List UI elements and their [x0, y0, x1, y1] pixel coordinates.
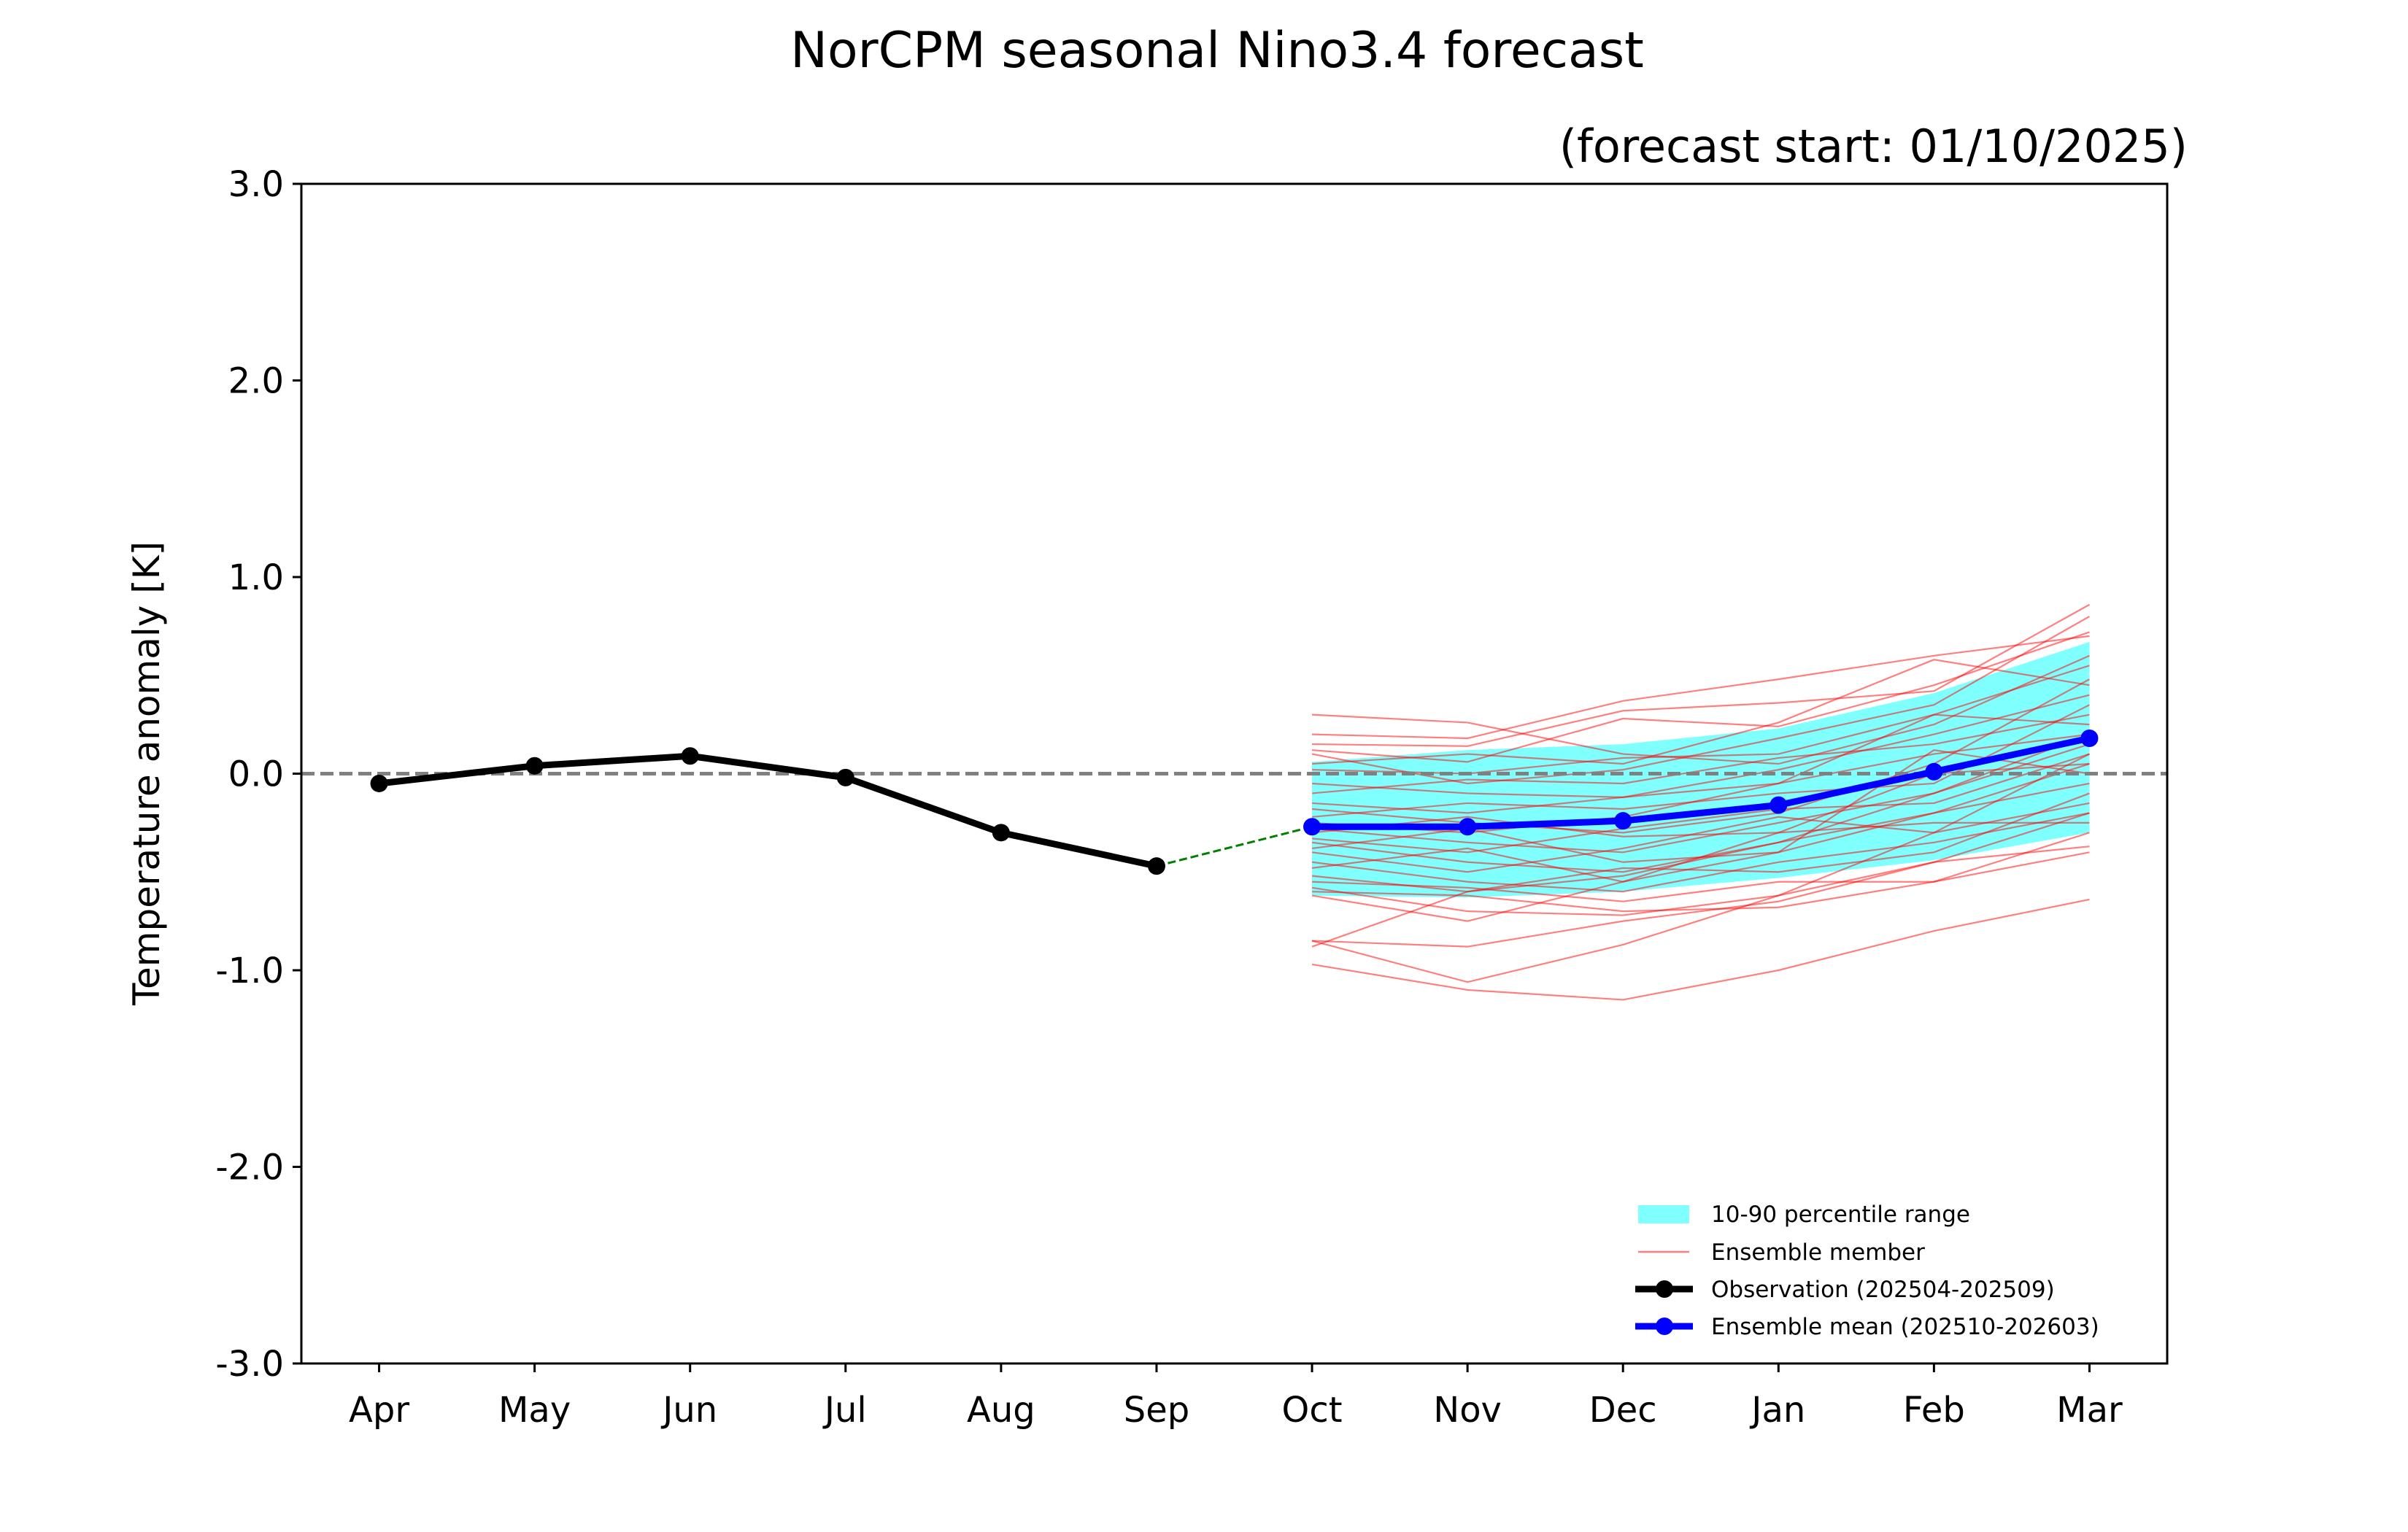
- x-tick-label: Jul: [822, 1390, 867, 1431]
- y-tick-label: 1.0: [228, 557, 284, 598]
- ensemble-member-line: [1311, 792, 2090, 893]
- observation-point: [525, 757, 544, 775]
- ensemble-member-line: [1311, 762, 2090, 922]
- observation-point: [1147, 857, 1165, 875]
- x-tick-label: May: [498, 1390, 571, 1431]
- ensemble-mean-point: [1459, 818, 1477, 836]
- x-tick-label: Mar: [2056, 1390, 2123, 1431]
- y-tick-label: -2.0: [215, 1148, 284, 1188]
- legend-swatch-percentile: [1638, 1205, 1689, 1223]
- x-tick-label: Nov: [1433, 1390, 1502, 1431]
- x-tick-label: Feb: [1903, 1390, 1965, 1431]
- y-tick-label: 2.0: [228, 361, 284, 402]
- legend: 10-90 percentile range Ensemble member Obs…: [1635, 1202, 2099, 1340]
- ensemble-member-line: [1311, 753, 2090, 983]
- legend-marker-ensemble-mean: [1656, 1318, 1673, 1335]
- legend-label: Observation (202504-202509): [1711, 1277, 2055, 1303]
- observation-line: [379, 752, 1157, 870]
- ensemble-member-line: [1311, 615, 2091, 785]
- y-tick-label: 0.0: [228, 754, 284, 795]
- y-tick-label: 3.0: [228, 164, 284, 205]
- ensemble-member-line: [1311, 733, 2090, 948]
- x-tick-label: Dec: [1589, 1390, 1657, 1431]
- legend-label: Ensemble mean (202510-202603): [1711, 1314, 2099, 1340]
- observation-point: [370, 774, 388, 792]
- ensemble-member-line: [1311, 678, 2090, 834]
- ensemble-member-line: [1311, 743, 2090, 854]
- axes: 3.0 2.0 1.0 0.0 -1.0 -2.0 -3.0 Apr May Jun Jul Aug S…: [215, 164, 2169, 1431]
- ensemble-member-line: [1311, 846, 2090, 916]
- ensemble-member-line: [1312, 851, 2090, 913]
- ensemble-member-line: [1312, 635, 2090, 740]
- chart-subtitle: (forecast start: 01/10/2025): [1559, 120, 2188, 173]
- legend-label: 10-90 percentile range: [1711, 1202, 1970, 1228]
- legend-label: Ensemble member: [1711, 1239, 1925, 1266]
- ensemble-member-line: [1311, 812, 2090, 893]
- ensemble-member-line: [1311, 821, 2090, 883]
- x-tick-label: Apr: [349, 1390, 409, 1431]
- ensemble-mean-point: [1925, 762, 1943, 781]
- ensemble-member-line: [1311, 713, 2090, 794]
- observation-point: [681, 747, 699, 765]
- ensemble-mean-point: [1614, 812, 1632, 830]
- y-axis-label: Temperature anomaly [K]: [126, 541, 168, 1006]
- plot-area: [301, 603, 2167, 1001]
- ensemble-member-line: [1311, 704, 2090, 818]
- ensemble-member-line: [1311, 733, 2090, 834]
- legend-marker-observation: [1656, 1280, 1673, 1298]
- observation-point: [836, 768, 854, 786]
- y-tick-label: -3.0: [215, 1344, 284, 1385]
- ensemble-mean-line: [1312, 735, 2091, 830]
- ensemble-mean-point: [1303, 818, 1321, 836]
- ensemble-member-line: [1311, 832, 2090, 902]
- ensemble-member-line: [1311, 694, 2090, 798]
- ensemble-member-line: [1311, 654, 2090, 765]
- ensemble-member-line: [1311, 631, 2090, 763]
- forecast-connector-line: [1156, 825, 1313, 867]
- observation-point: [992, 824, 1010, 842]
- x-tick-label: Oct: [1282, 1390, 1343, 1431]
- x-tick-label: Jun: [660, 1390, 717, 1431]
- y-tick-label: -1.0: [215, 951, 284, 991]
- ensemble-mean-point: [1770, 796, 1788, 814]
- chart-title: NorCPM seasonal Nino3.4 forecast: [790, 22, 1644, 80]
- x-tick-label: Aug: [967, 1390, 1035, 1431]
- ensemble-member-line: [1311, 659, 2090, 765]
- ensemble-member-line: [1311, 812, 2090, 948]
- ensemble-member-line: [1311, 753, 2090, 854]
- x-tick-label: Jan: [1749, 1390, 1805, 1431]
- ensemble-member-line: [1311, 898, 2090, 1001]
- x-tick-label: Sep: [1124, 1390, 1189, 1431]
- ensemble-mean-point: [2080, 729, 2099, 747]
- ensemble-member-line: [1311, 713, 2090, 814]
- percentile-range-band: [1312, 641, 2090, 898]
- ensemble-member-line: [1311, 802, 2090, 873]
